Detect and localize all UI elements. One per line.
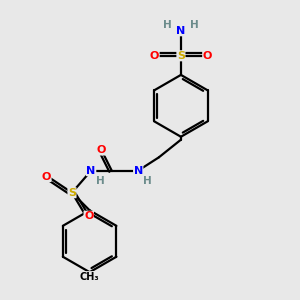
Text: O: O bbox=[84, 211, 93, 221]
Text: S: S bbox=[177, 51, 185, 61]
Text: N: N bbox=[134, 166, 143, 176]
Text: H: H bbox=[143, 176, 152, 186]
Text: N: N bbox=[86, 166, 96, 176]
Text: O: O bbox=[150, 51, 159, 61]
Text: N: N bbox=[176, 26, 185, 36]
Text: CH₃: CH₃ bbox=[80, 272, 100, 282]
Text: O: O bbox=[42, 172, 51, 182]
Text: O: O bbox=[97, 145, 106, 155]
Text: H: H bbox=[96, 176, 104, 186]
Text: H: H bbox=[190, 20, 199, 30]
Text: S: S bbox=[68, 188, 76, 198]
Text: O: O bbox=[203, 51, 212, 61]
Text: H: H bbox=[163, 20, 172, 30]
